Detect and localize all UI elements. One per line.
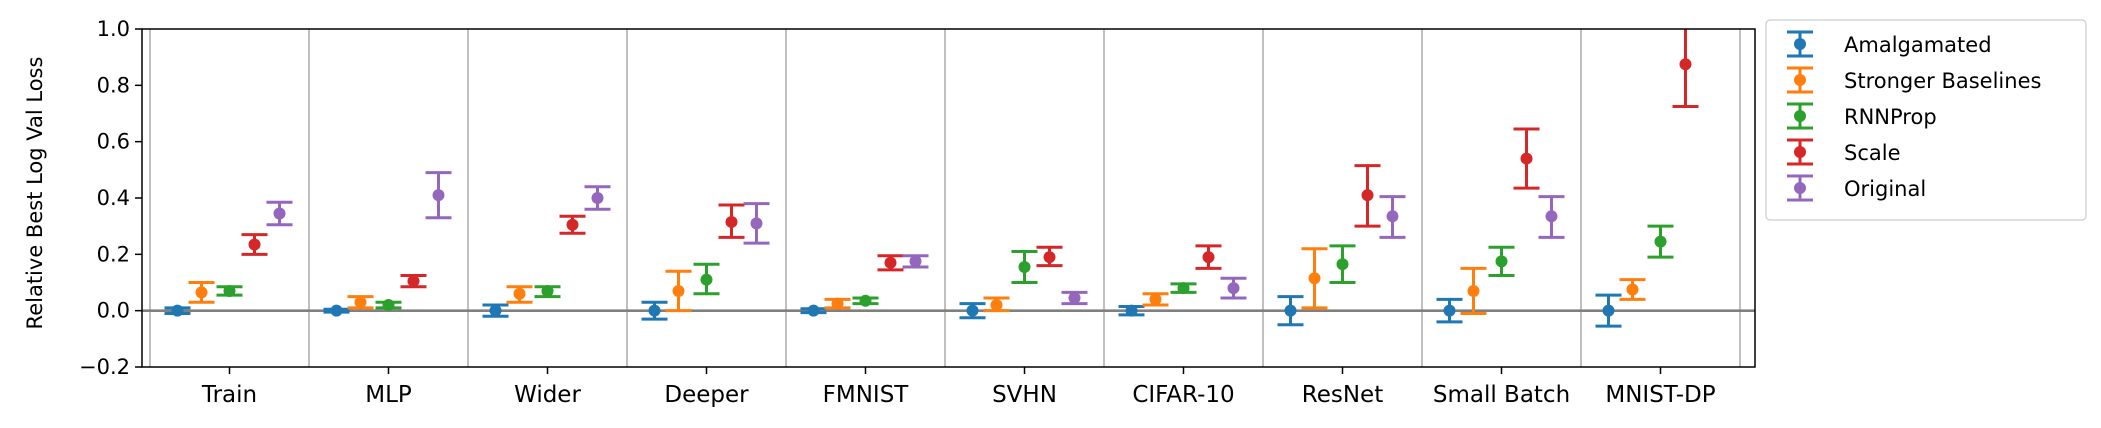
legend-label: Original — [1844, 177, 1926, 201]
legend-label: Scale — [1844, 141, 1901, 165]
series-original — [266, 171, 1565, 306]
legend-item: Stronger Baselines — [1787, 66, 2041, 94]
legend-label: Amalgamated — [1844, 33, 1992, 57]
y-tick-label: 0.2 — [97, 242, 130, 266]
data-point — [1443, 304, 1456, 317]
data-point — [1177, 282, 1190, 295]
data-point — [566, 218, 579, 231]
data-point — [248, 238, 261, 251]
legend-label: Stronger Baselines — [1844, 69, 2041, 93]
legend-item: Original — [1787, 174, 1926, 202]
x-axis-ticks: Train MLP Wider Deeper FMNIST SVHN CIFAR-10 Res… — [201, 367, 1716, 408]
data-marks — [164, 29, 1699, 328]
x-tick-label: Deeper — [664, 382, 749, 408]
x-tick-label: MNIST-DP — [1605, 382, 1715, 408]
data-point — [700, 273, 713, 286]
data-point — [432, 189, 445, 202]
data-point — [909, 255, 922, 268]
y-axis-label: Relative Best Log Val Loss — [23, 57, 47, 330]
data-point — [330, 304, 343, 317]
x-tick-label: FMNIST — [823, 382, 910, 408]
data-point — [171, 304, 184, 317]
data-point — [489, 304, 502, 317]
y-tick-label: 0.0 — [97, 299, 130, 323]
legend-marker-point — [1794, 110, 1806, 122]
legend-box — [1765, 19, 2087, 221]
series-stronger-baselines — [188, 247, 1646, 315]
x-tick-label: Train — [201, 382, 257, 408]
data-point — [1336, 258, 1349, 271]
x-tick-label: MLP — [365, 382, 412, 408]
x-tick-label: CIFAR-10 — [1132, 382, 1234, 408]
data-point — [1602, 304, 1615, 317]
data-point — [1520, 152, 1533, 165]
data-point — [541, 284, 554, 297]
data-point — [1043, 251, 1056, 264]
data-point — [990, 299, 1003, 312]
data-point — [223, 284, 236, 297]
data-point — [884, 256, 897, 269]
data-point — [1202, 251, 1215, 264]
data-point — [1545, 210, 1558, 223]
series-amalgamated — [164, 293, 1622, 328]
series-rnnprop — [216, 224, 1674, 312]
data-point — [1227, 282, 1240, 295]
data-point — [1018, 261, 1031, 274]
data-point — [1308, 272, 1321, 285]
y-axis-ticks: −0.2 0.0 0.2 0.4 0.6 0.8 1.0 — [79, 17, 142, 379]
data-point — [1654, 235, 1667, 248]
data-point — [1361, 189, 1374, 202]
data-point — [859, 294, 872, 307]
data-point — [750, 217, 763, 230]
data-point — [1284, 304, 1297, 317]
x-tick-label: ResNet — [1302, 382, 1383, 408]
y-tick-label: 1.0 — [97, 17, 130, 41]
data-point — [725, 215, 738, 228]
data-point — [407, 275, 420, 288]
x-tick-label: Wider — [514, 382, 581, 408]
data-point — [1125, 304, 1138, 317]
y-tick-label: −0.2 — [79, 355, 130, 379]
data-point — [672, 284, 685, 297]
y-tick-label: 0.6 — [97, 130, 130, 154]
x-tick-label: Small Batch — [1433, 382, 1570, 408]
data-point — [831, 297, 844, 310]
data-point — [273, 207, 286, 220]
data-point — [1467, 284, 1480, 297]
data-point — [382, 299, 395, 312]
data-point — [1495, 255, 1508, 268]
data-point — [1068, 291, 1081, 304]
data-point — [1386, 210, 1399, 223]
data-point — [354, 296, 367, 309]
data-point — [1679, 58, 1692, 71]
legend-item: Scale — [1787, 138, 1901, 166]
data-point — [648, 304, 661, 317]
data-point — [195, 286, 208, 299]
legend-item: Amalgamated — [1787, 30, 1992, 58]
legend-marker-point — [1794, 146, 1806, 158]
series-scale — [241, 29, 1699, 289]
legend-marker-point — [1794, 182, 1806, 194]
legend-label: RNNProp — [1844, 105, 1937, 129]
legend-marker-point — [1794, 74, 1806, 86]
data-point — [807, 304, 820, 317]
x-tick-label: SVHN — [992, 382, 1057, 408]
legend-marker-point — [1794, 38, 1806, 50]
data-point — [513, 287, 526, 300]
plot-frame — [141, 28, 1756, 368]
data-point — [1149, 293, 1162, 306]
legend-item: RNNProp — [1787, 102, 1937, 130]
y-tick-label: 0.4 — [97, 186, 130, 210]
data-point — [966, 304, 979, 317]
legend: Amalgamated Stronger Baselines RNNProp Scal… — [1787, 30, 2041, 202]
category-separators — [149, 29, 1741, 367]
y-tick-label: 0.8 — [97, 73, 130, 97]
data-point — [1626, 283, 1639, 296]
data-point — [591, 192, 604, 204]
